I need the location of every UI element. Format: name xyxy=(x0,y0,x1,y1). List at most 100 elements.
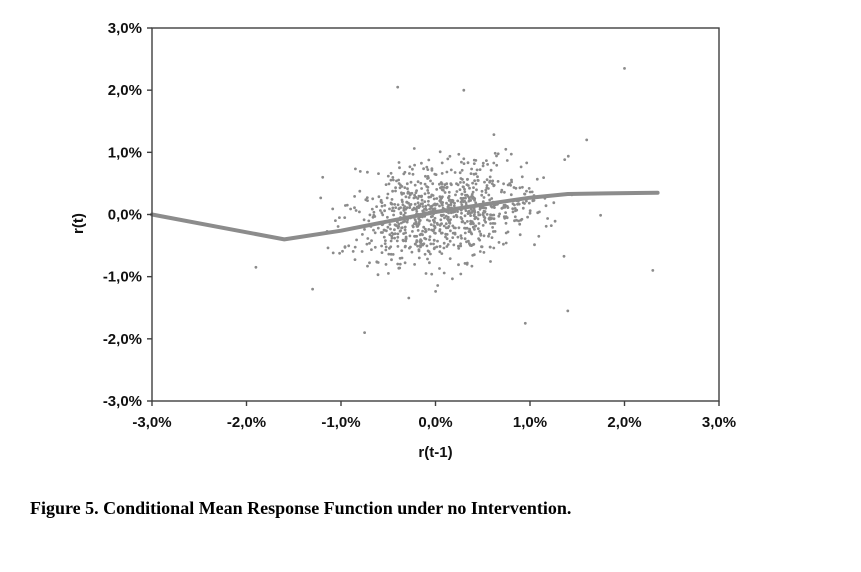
scatter-point xyxy=(440,231,443,235)
scatter-point xyxy=(492,217,496,221)
scatter-point xyxy=(487,193,491,197)
scatter-point xyxy=(398,186,402,190)
scatter-point xyxy=(445,186,448,190)
scatter-point xyxy=(425,165,429,169)
scatter-point xyxy=(521,185,524,189)
scatter-point xyxy=(404,231,407,235)
scatter-point xyxy=(491,179,495,183)
scatter-point xyxy=(481,200,485,204)
scatter-point xyxy=(549,224,553,228)
scatter-point xyxy=(384,183,388,187)
scatter-point xyxy=(444,222,448,226)
scatter-point xyxy=(384,263,388,266)
scatter-point xyxy=(462,157,466,161)
scatter-point xyxy=(423,200,427,204)
scatter-point xyxy=(394,189,397,193)
scatter-point xyxy=(408,204,412,207)
scatter-point xyxy=(434,173,438,177)
scatter-point xyxy=(336,225,340,228)
scatter-point xyxy=(385,196,389,200)
scatter-point xyxy=(417,248,421,252)
scatter-point xyxy=(380,244,383,248)
scatter-point xyxy=(331,251,335,255)
scatter-point xyxy=(438,224,442,227)
scatter-point xyxy=(488,245,492,249)
scatter-point xyxy=(403,170,407,174)
scatter-point xyxy=(353,245,357,249)
scatter-point xyxy=(411,172,415,176)
scatter-point xyxy=(490,205,494,209)
scatter-point xyxy=(504,241,508,245)
scatter-point xyxy=(490,213,494,217)
scatter-point xyxy=(506,206,510,210)
scatter-point xyxy=(407,196,411,199)
scatter-point xyxy=(447,190,451,194)
scatter-point xyxy=(399,229,402,233)
scatter-point xyxy=(488,198,492,202)
scatter-point xyxy=(438,267,441,270)
scatter-point xyxy=(472,186,475,190)
scatter-point xyxy=(424,204,428,208)
scatter-point xyxy=(368,261,371,265)
scatter-point xyxy=(485,178,489,182)
scatter-point xyxy=(492,246,496,250)
scatter-point xyxy=(491,222,495,225)
scatter-point xyxy=(518,186,522,190)
scatter-point xyxy=(492,183,496,187)
scatter-point xyxy=(422,225,426,229)
scatter-point xyxy=(421,209,425,213)
y-tick-label: -1,0% xyxy=(103,269,142,286)
scatter-point xyxy=(470,264,474,268)
y-tick-label: 3,0% xyxy=(108,20,142,37)
scatter-point xyxy=(354,167,357,171)
scatter-point xyxy=(439,200,443,204)
scatter-point xyxy=(478,168,482,172)
scatter-point xyxy=(414,221,418,225)
scatter-point xyxy=(532,199,536,202)
scatter-point xyxy=(485,184,489,187)
scatter-point xyxy=(361,233,364,236)
x-tick-label: -1,0% xyxy=(321,414,360,431)
scatter-point xyxy=(447,196,450,200)
scatter-point xyxy=(472,172,476,176)
scatter-point xyxy=(418,219,421,223)
scatter-point xyxy=(503,190,506,194)
scatter-point xyxy=(460,192,464,196)
scatter-point xyxy=(362,218,366,222)
scatter-point xyxy=(476,179,480,182)
x-tick-label: -2,0% xyxy=(227,414,266,431)
scatter-point xyxy=(395,224,398,228)
scatter-point xyxy=(483,216,487,220)
scatter-point xyxy=(470,211,474,214)
scatter-point xyxy=(363,228,366,231)
scatter-point xyxy=(523,192,526,196)
scatter-point xyxy=(428,238,431,242)
scatter-point xyxy=(473,228,476,231)
scatter-point xyxy=(520,175,524,179)
scatter-point xyxy=(419,241,423,245)
scatter-point xyxy=(442,224,446,228)
scatter-point xyxy=(402,209,406,212)
scatter-point xyxy=(355,238,358,242)
scatter-point xyxy=(366,264,369,268)
scatter-point xyxy=(440,161,444,165)
scatter-point xyxy=(388,207,391,211)
scatter-point xyxy=(487,232,491,236)
scatter-point xyxy=(443,191,447,194)
scatter-point xyxy=(533,243,536,247)
scatter-point xyxy=(502,203,506,207)
scatter-point xyxy=(482,251,486,254)
scatter-point xyxy=(408,206,412,210)
scatter-point xyxy=(472,158,476,162)
scatter-point xyxy=(492,161,496,165)
scatter-point xyxy=(452,215,456,219)
scatter-point xyxy=(460,168,464,172)
scatter-point xyxy=(401,238,405,242)
scatter-point xyxy=(485,159,488,163)
scatter-point xyxy=(400,221,403,225)
scatter-point xyxy=(397,207,401,210)
scatter-point xyxy=(416,197,420,200)
scatter-point xyxy=(445,237,449,241)
scatter-point xyxy=(427,203,430,207)
scatter-point xyxy=(425,208,428,212)
